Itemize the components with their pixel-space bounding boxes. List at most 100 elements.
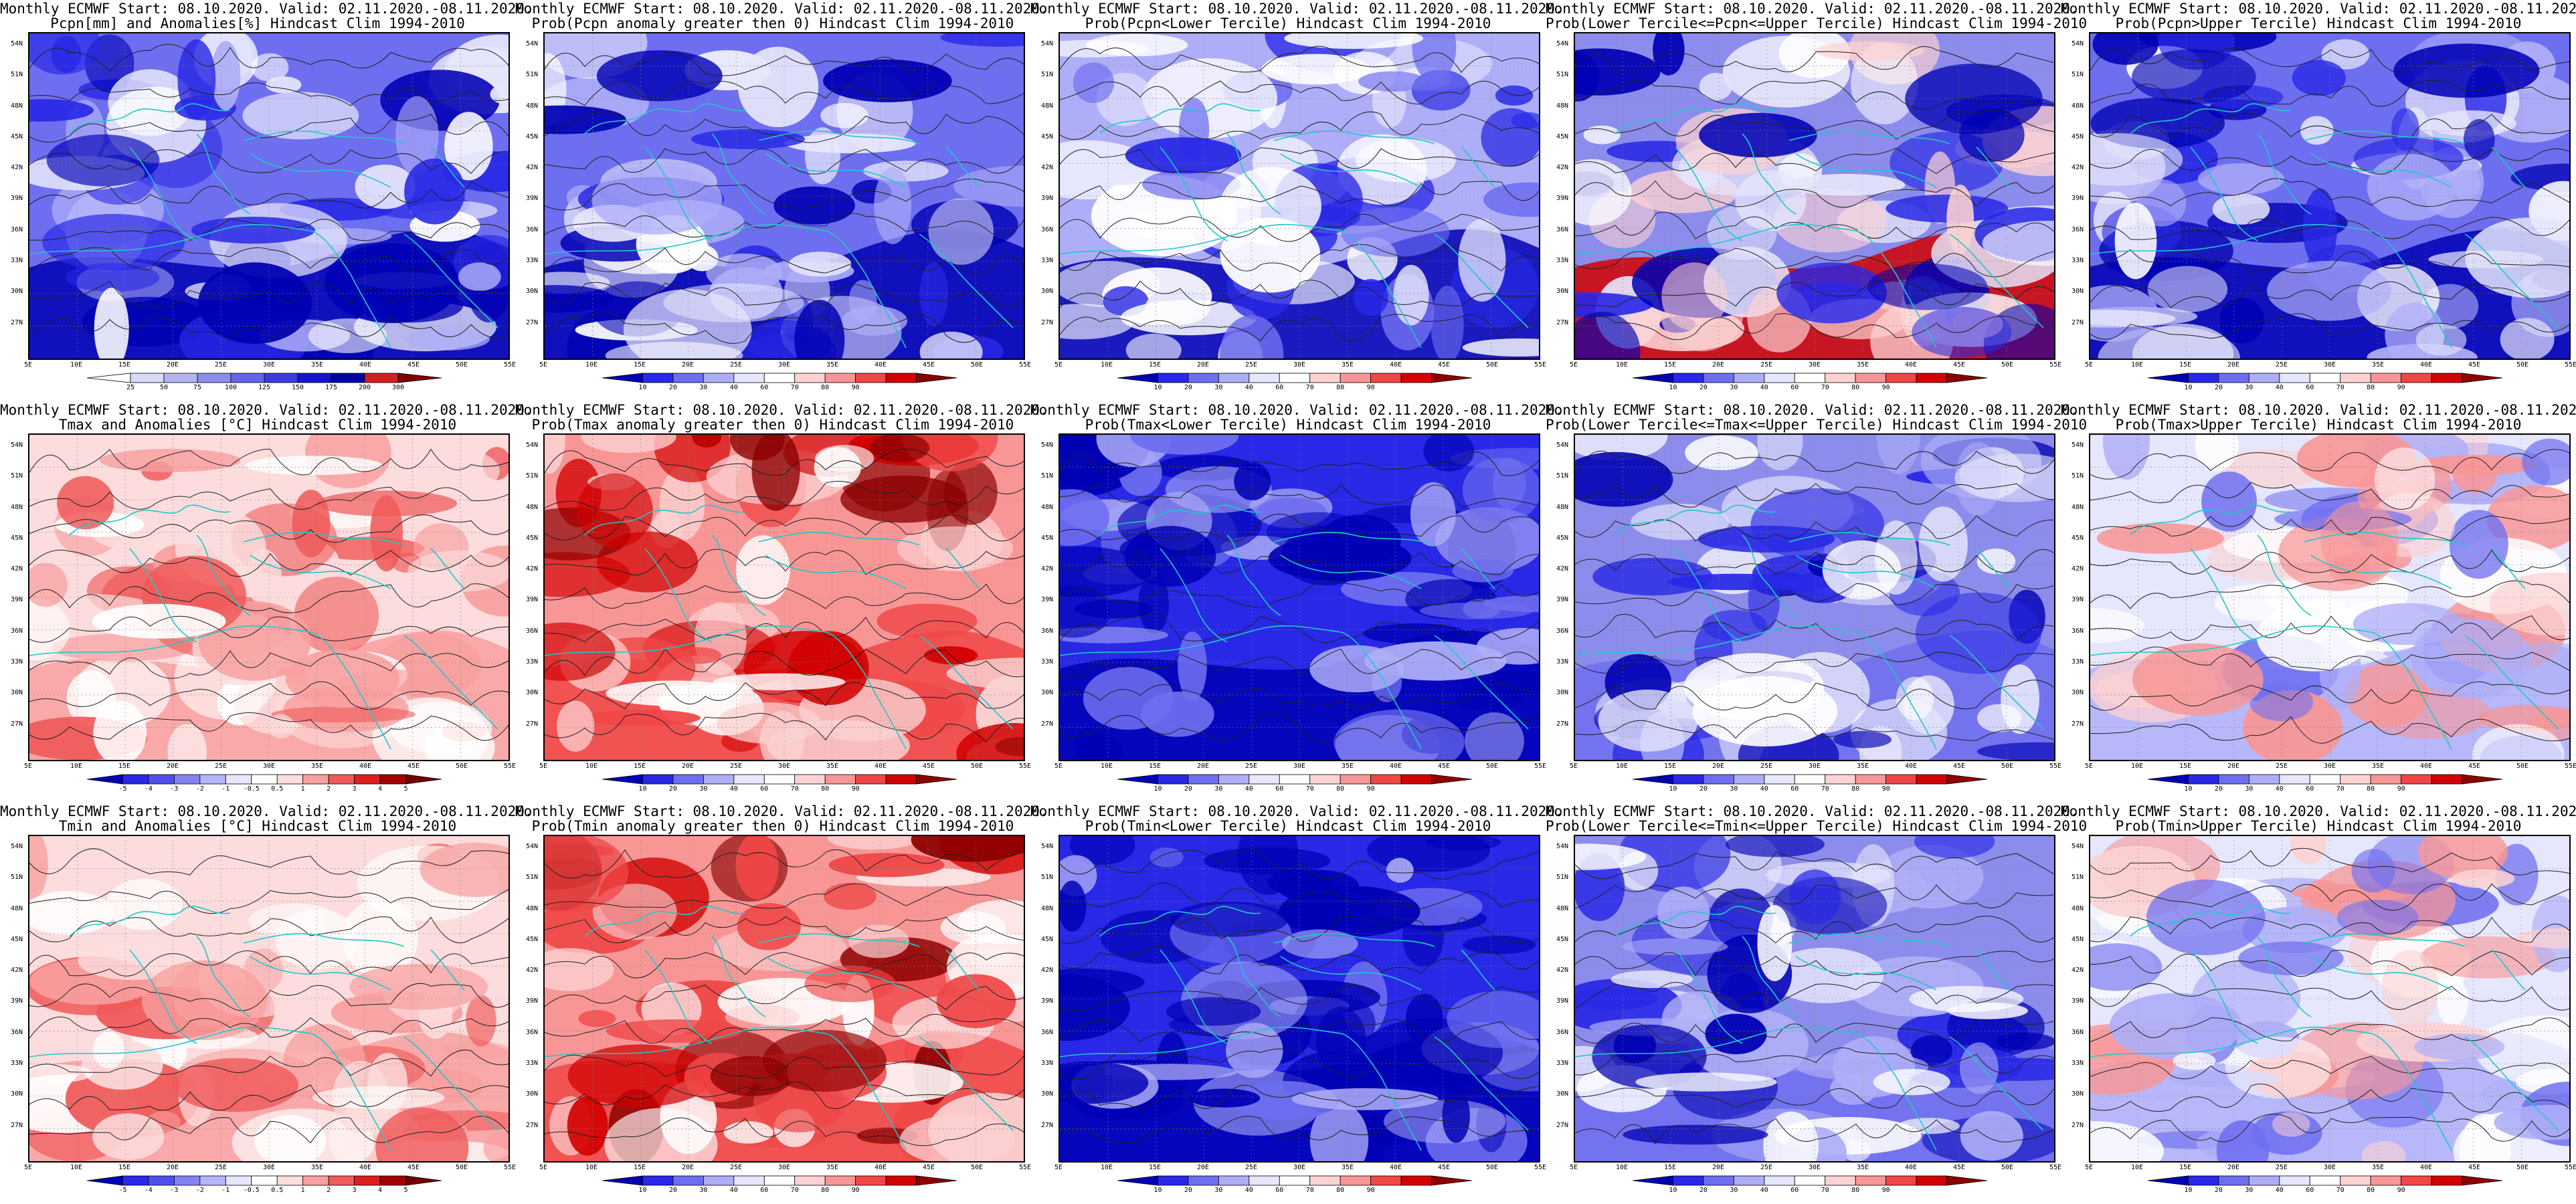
colorbar-tick-label: 60 [2306,785,2314,793]
panel-subtitle: Prob(Pcpn<Lower Tercile) Hindcast Clim 1… [1085,15,1491,31]
latitude-label: 51N [526,71,539,79]
colorbar-cell [1188,1175,1219,1186]
colorbar-cell [302,1175,329,1186]
latitude-label: 45N [2072,534,2084,542]
longitude-label: 25E [729,1164,743,1171]
contour-line [2090,883,2569,911]
colorbar-cell [2340,1175,2371,1186]
field-patch [407,550,509,592]
colorbar-tick-label: 90 [851,384,860,391]
colorbar-tick-label: 20 [1184,384,1192,391]
field-patch [1138,573,1170,634]
latitude-label: 48N [526,102,539,110]
latitude-label: 45N [1041,935,1054,943]
field-patch [2522,438,2569,486]
forecast-map [1575,435,2054,760]
colorbar-tick-label: 20 [1184,785,1192,793]
contour-line [545,148,1024,175]
contour-line [29,950,509,977]
contour-line [1060,314,1539,342]
colorbar: 10 20 30 40 60 70 80 90 [1117,774,1473,793]
field-patch [823,59,952,102]
colorbar-graphic [86,774,442,785]
field-patch [1914,836,1995,859]
contour-line [1575,680,2054,711]
longitude-label: 55E [503,361,517,369]
longitude-label: 10E [1100,1164,1113,1171]
latitude-label: 45N [11,534,23,542]
colorbar-tick-label: 30 [1214,785,1223,793]
colorbar-cell [1400,774,1432,785]
contour-line [1575,80,2054,110]
colorbar-cell [331,373,365,383]
latitude-label: 54N [526,441,539,449]
contour-line [29,218,509,241]
coastline [758,933,920,947]
contour-line [1060,713,1539,742]
latitude-label: 33N [1041,257,1054,264]
longitude-label: 10E [585,763,598,770]
colorbar-cell [1825,1175,1856,1186]
latitude-label: 48N [1556,102,1569,110]
forecast-panel: Monthly ECMWF Start: 08.10.2020. Valid: … [1030,401,1564,803]
colorbar-tick-label: 60 [1275,1187,1284,1194]
latitude-label: 48N [11,904,23,912]
colorbar-cell [2462,373,2503,383]
longitude-label: 25E [1760,1164,1773,1171]
colorbar-cell [122,774,149,785]
colorbar-cell [2248,774,2280,785]
field-patch [1960,1042,1999,1094]
longitude-label: 25E [1245,1164,1258,1171]
coastline [1896,274,1937,348]
longitude-label: 5E [23,763,33,770]
colorbar: -5 -4 -3 -2 -1 -0.5 0.5 1 2 3 4 5 [86,774,442,793]
field-patch [2418,836,2508,880]
colorbar-tick-label: 0.5 [271,1187,284,1194]
field-patch [545,948,614,991]
field-patch [1815,41,1925,61]
coastline [430,146,465,188]
field-patch [1220,315,1284,359]
coastline [1615,103,1776,134]
coastline [1273,130,1435,144]
latitude-label: 33N [526,1060,539,1067]
colorbar-cell [2401,1175,2432,1186]
colorbar-cell [1885,1175,1917,1186]
longitude-label: 25E [2275,1164,2288,1171]
contour-line [29,712,509,741]
longitude-label: 30E [1293,763,1306,770]
longitude-label: 20E [681,1164,695,1171]
coastline [229,625,351,676]
coastline [711,534,766,616]
coastline [545,1029,746,1058]
colorbar-cell [328,774,355,785]
contour-line [1060,946,1539,975]
map-frame [2089,433,2571,761]
colorbar-graphic [1117,774,1473,785]
contour-line [545,1054,1024,1080]
colorbar-cell [1703,1175,1734,1186]
field-patch [604,1108,718,1161]
longitude-label: 15E [1148,1164,1162,1171]
forecast-map [1575,33,2054,359]
field-patch [1909,985,2024,1013]
colorbar-tick-label: 3 [352,1187,357,1194]
colorbar-cell [1340,774,1372,785]
colorbar-cell [173,774,201,785]
longitude-label: 20E [166,361,179,369]
longitude-label: 15E [633,1164,646,1171]
coastline [1742,534,1797,616]
coastline [644,146,713,241]
latitude-label: 42N [1041,565,1054,573]
colorbar-tick-label: 10 [2184,785,2193,793]
field-patch [1867,264,1988,310]
colorbar-tick-label: 20 [2214,785,2223,793]
longitude-label: 55E [1018,1164,1032,1171]
field-patch [42,213,185,271]
panel-title: Monthly ECMWF Start: 08.10.2020. Valid: … [0,402,533,418]
colorbar-tick-label: 30 [699,384,708,391]
latitude-label: 48N [526,904,539,912]
field-patch [919,262,948,326]
contour-line [29,448,509,476]
latitude-label: 36N [526,1028,539,1036]
